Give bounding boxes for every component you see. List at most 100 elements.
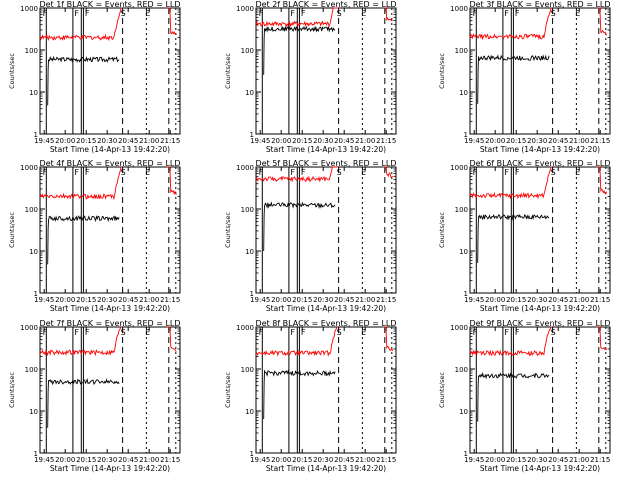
x-tick-label: 21:15 [590,296,610,304]
x-axis-label: Start Time (14-Apr-13 19:42:20) [480,145,600,154]
marker-label: F [85,9,90,18]
lld-series-line [167,326,177,352]
marker-label: E [575,168,580,177]
y-axis-label: Counts/sec [8,372,16,408]
marker-label: F [74,9,79,18]
marker-label: F [43,328,48,337]
x-tick-label: 21:15 [590,456,610,464]
marker-label: F [301,9,306,18]
x-tick-label: 20:45 [548,296,568,304]
detector-panel-1: Det 1f BLACK = Events, RED = LLD 1 10 100 10… [8,0,181,154]
events-series-line [477,371,550,422]
lld-series-line [383,326,394,352]
y-axis-label: Counts/sec [224,212,232,248]
y-axis-label: Counts/sec [8,53,16,89]
x-tick-label: 21:15 [590,137,610,145]
y-axis-label: Counts/sec [8,212,16,248]
marker-label: E [575,9,580,18]
y-tick-label: 10 [245,248,254,256]
x-tick-label: 20:15 [292,137,312,145]
y-tick-label: 100 [25,206,38,214]
panel-title: Det 8f BLACK = Events, RED = LLD [255,319,396,328]
events-series-line [263,25,336,75]
y-tick-label: 1 [250,131,254,139]
detector-panel-8: Det 8f BLACK = Events, RED = LLD 1 10 100 10… [224,319,397,473]
panel-title: Det 6f BLACK = Events, RED = LLD [469,159,610,168]
plot-frame [469,166,611,294]
plot-frame [255,166,397,294]
y-tick-label: 1 [464,131,468,139]
y-tick-label: 10 [459,89,468,97]
x-tick-label: 20:00 [271,456,291,464]
y-tick-label: 1000 [20,324,38,332]
x-tick-label: 19:45 [464,456,484,464]
panel-title: Det 1f BLACK = Events, RED = LLD [39,0,180,9]
marker-label: S [337,9,342,18]
x-tick-label: 19:45 [34,296,54,304]
x-tick-label: 21:15 [160,456,180,464]
plot-frame [39,326,181,454]
x-tick-label: 20:15 [506,296,526,304]
x-tick-label: 20:15 [76,456,96,464]
x-tick-label: 21:15 [376,137,396,145]
x-axis-label: Start Time (14-Apr-13 19:42:20) [50,464,170,473]
panel-title: Det 5f BLACK = Events, RED = LLD [255,159,396,168]
x-tick-label: 20:15 [292,456,312,464]
x-tick-label: 21:00 [355,137,375,145]
marker-label: F [290,168,295,177]
x-tick-label: 20:15 [76,137,96,145]
marker-label: E [361,328,366,337]
marker-label: S [551,9,556,18]
y-tick-label: 1 [34,290,38,298]
x-tick-label: 19:45 [464,137,484,145]
y-tick-label: 100 [455,206,468,214]
x-tick-label: 20:45 [548,137,568,145]
panel-title: Det 7f BLACK = Events, RED = LLD [39,319,180,328]
y-tick-label: 10 [29,408,38,416]
y-tick-label: 1000 [20,164,38,172]
y-tick-label: 100 [25,47,38,55]
marker-label: F [259,9,264,18]
x-tick-label: 20:30 [527,456,547,464]
x-tick-label: 20:45 [334,456,354,464]
x-tick-label: 20:30 [97,137,117,145]
marker-label: F [515,168,520,177]
x-tick-label: 19:45 [34,137,54,145]
x-tick-label: 20:15 [76,296,96,304]
x-axis-label: Start Time (14-Apr-13 19:42:20) [266,464,386,473]
events-series-line [263,369,336,420]
marker-label: F [504,168,509,177]
marker-label: S [121,9,126,18]
marker-label: E [145,9,150,18]
marker-label: F [43,168,48,177]
x-tick-label: 21:00 [569,137,589,145]
y-tick-label: 10 [245,408,254,416]
marker-label: F [301,168,306,177]
x-tick-label: 21:00 [139,296,159,304]
y-tick-label: 1000 [236,5,254,13]
marker-label: F [43,9,48,18]
marker-label: F [259,168,264,177]
marker-label: E [361,168,366,177]
x-axis-label: Start Time (14-Apr-13 19:42:20) [50,304,170,313]
x-tick-label: 21:00 [569,456,589,464]
lld-series-line [39,166,122,201]
y-tick-label: 1000 [236,324,254,332]
panel-title: Det 9f BLACK = Events, RED = LLD [469,319,610,328]
lld-series-line [469,326,552,357]
marker-label: E [145,328,150,337]
x-tick-label: 20:00 [271,296,291,304]
x-axis-label: Start Time (14-Apr-13 19:42:20) [266,145,386,154]
x-axis-label: Start Time (14-Apr-13 19:42:20) [480,304,600,313]
x-tick-label: 20:15 [292,296,312,304]
x-tick-label: 19:45 [250,296,270,304]
y-tick-label: 100 [241,206,254,214]
y-tick-label: 1000 [236,164,254,172]
x-tick-label: 20:45 [548,456,568,464]
x-tick-label: 20:30 [527,296,547,304]
x-tick-label: 20:45 [334,296,354,304]
y-tick-label: 10 [29,248,38,256]
marker-label: S [121,168,126,177]
marker-label: F [473,168,478,177]
x-tick-label: 21:15 [376,296,396,304]
